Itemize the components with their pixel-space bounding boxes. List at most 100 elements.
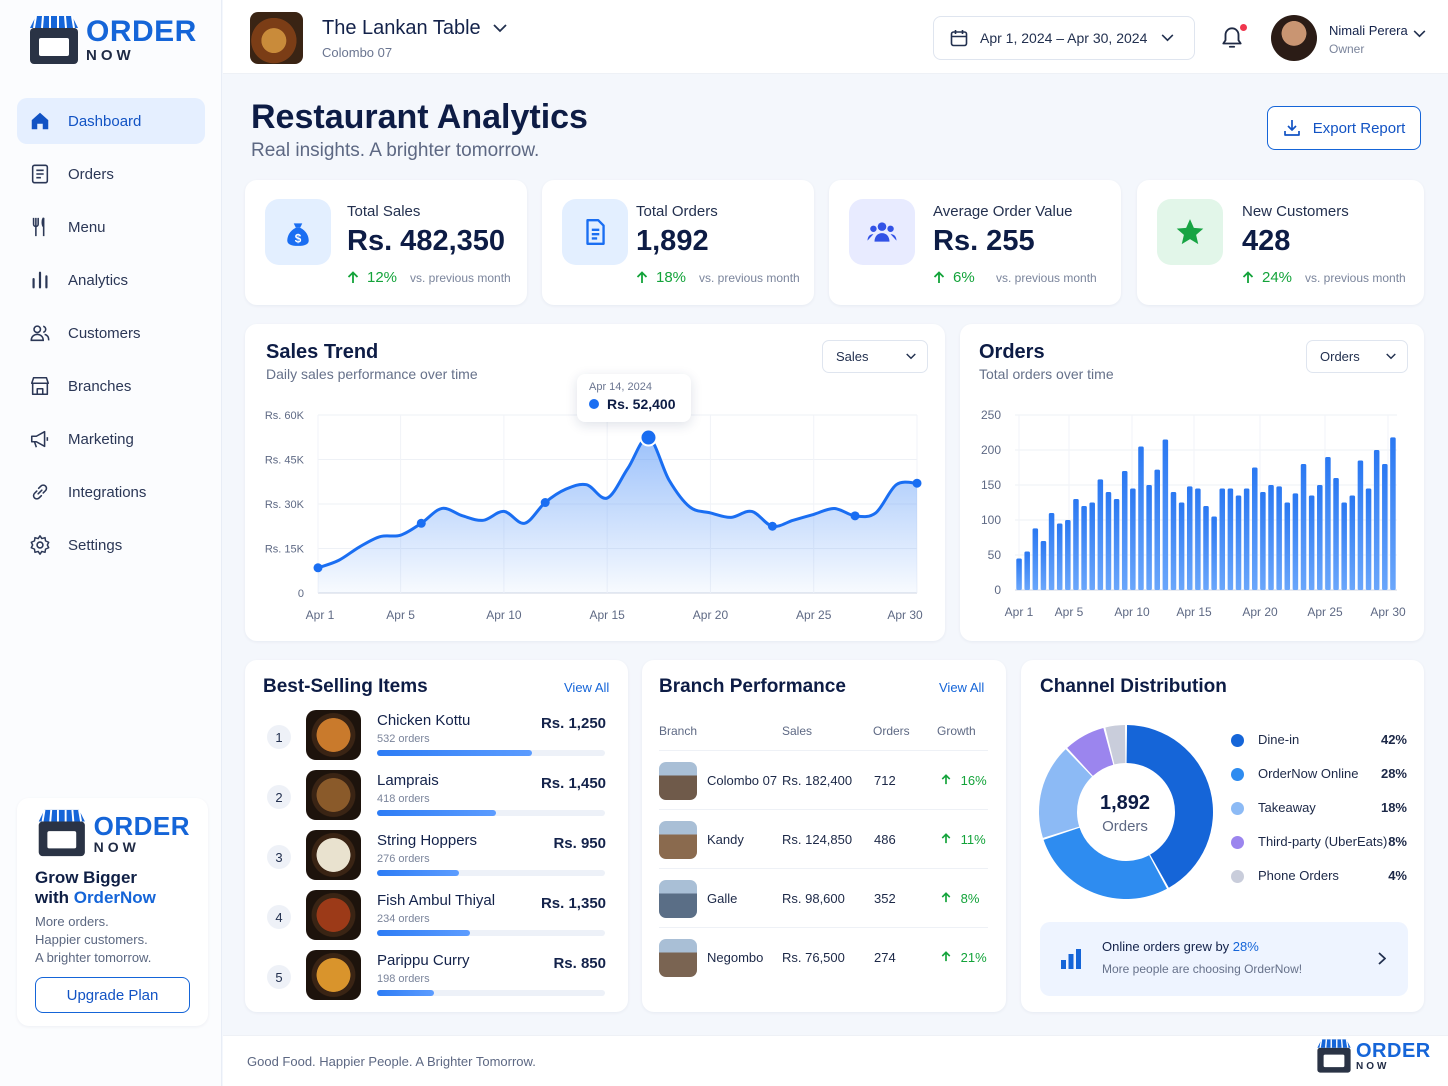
kpi-delta-value: 18% (656, 269, 687, 286)
legend-label: Phone Orders (1258, 868, 1339, 883)
sidebar-item-marketing[interactable]: Marketing (17, 416, 205, 462)
legend-swatch (1231, 870, 1244, 883)
footer-tagline: Good Food. Happier People. A Brighter To… (247, 1054, 536, 1069)
restaurant-thumbnail (250, 12, 303, 64)
branch-view-all-link[interactable]: View All (939, 680, 985, 695)
legend-item[interactable]: Takeaway 18% (1231, 799, 1407, 819)
date-range-value: Apr 1, 2024 – Apr 30, 2024 (980, 30, 1148, 46)
sidebar-item-orders[interactable]: Orders (17, 151, 205, 197)
kpi-label: Total Orders (636, 203, 718, 220)
item-share-fill (377, 990, 434, 996)
food-thumbnail (306, 710, 361, 760)
rank-badge: 1 (267, 725, 291, 749)
branch-thumbnail (659, 821, 697, 859)
kpi-delta-value: 6% (953, 269, 975, 286)
legend-item[interactable]: Phone Orders 4% (1231, 867, 1407, 887)
export-report-button[interactable]: Export Report (1267, 106, 1421, 150)
kpi-value: Rs. 482,350 (347, 225, 506, 257)
legend-item[interactable]: OrderNow Online 28% (1231, 765, 1407, 785)
table-row[interactable]: Colombo 07 Rs. 182,400 712 16% (659, 750, 988, 810)
sidebar-item-dashboard[interactable]: Dashboard (17, 98, 205, 144)
tooltip-value-text: Rs. 52,400 (607, 396, 676, 412)
brand-logo[interactable]: ORDER NOW (28, 14, 197, 66)
notification-dot (1240, 24, 1247, 31)
orders-metric-select[interactable]: Orders (1306, 340, 1408, 373)
store-logo-icon (38, 809, 85, 857)
footer-brand-line2: NOW (1356, 1060, 1390, 1072)
chevron-down-icon (1386, 353, 1396, 360)
sidebar-item-analytics[interactable]: Analytics (17, 257, 205, 303)
legend-percent: 18% (1380, 800, 1407, 815)
item-name: Chicken Kottu (377, 712, 471, 729)
column-header-orders: Orders (873, 724, 910, 738)
sidebar-item-branches[interactable]: Branches (17, 363, 205, 409)
restaurant-switcher[interactable]: The Lankan Table (322, 17, 507, 40)
item-price: Rs. 1,250 (540, 715, 606, 732)
branch-growth-value: 16% (960, 773, 987, 788)
sales-metric-value: Sales (836, 349, 869, 364)
user-role: Owner (1329, 42, 1365, 56)
sidebar-item-customers[interactable]: Customers (17, 310, 205, 356)
item-name: Lamprais (377, 772, 439, 789)
list-item[interactable]: 4 Fish Ambul Thiyal 234 orders Rs. 1,350 (245, 888, 628, 948)
promo-line: Happier customers. (35, 932, 148, 947)
export-report-label: Export Report (1312, 119, 1406, 137)
item-share-track (377, 750, 605, 756)
table-row[interactable]: Kandy Rs. 124,850 486 11% (659, 809, 988, 869)
kpi-card-total-sales: $ Total Sales Rs. 482,350 12% vs. previo… (245, 180, 527, 305)
bell-icon[interactable] (1219, 24, 1245, 50)
kpi-delta: 12% (347, 269, 397, 286)
home-icon (31, 112, 49, 130)
download-icon (1283, 120, 1300, 136)
sidebar-item-integrations[interactable]: Integrations (17, 469, 205, 515)
sales-metric-select[interactable]: Sales (822, 340, 928, 373)
kpi-card-total-orders: Total Orders 1,892 18% vs. previous mont… (542, 180, 814, 305)
legend-swatch (1231, 768, 1244, 781)
brand-line1: ORDER (86, 15, 197, 48)
sidebar-item-settings[interactable]: Settings (17, 522, 205, 568)
page-subtitle: Real insights. A brighter tomorrow. (251, 140, 540, 161)
branch-sales: Rs. 98,600 (782, 891, 845, 906)
chevron-down-icon[interactable] (1413, 30, 1426, 38)
brand-line2: NOW (86, 47, 135, 64)
table-row[interactable]: Negombo Rs. 76,500 274 21% (659, 927, 988, 987)
star-icon (1176, 219, 1204, 245)
group-icon (867, 222, 897, 242)
food-thumbnail (306, 950, 361, 1000)
promo-logo: ORDER NOW (35, 808, 190, 858)
kpi-delta: 24% (1242, 269, 1292, 286)
tooltip-value: Rs. 52,400 (589, 396, 679, 412)
legend-item[interactable]: Dine-in 42% (1231, 731, 1407, 751)
arrow-up-icon (941, 951, 951, 962)
avatar[interactable] (1271, 15, 1317, 61)
item-share-fill (377, 870, 460, 876)
sidebar-item-menu[interactable]: Menu (17, 204, 205, 250)
kpi-comparison: vs. previous month (699, 271, 800, 285)
promo-title-brand: OrderNow (73, 888, 156, 907)
list-item[interactable]: 1 Chicken Kottu 532 orders Rs. 1,250 (245, 708, 628, 768)
sales-tooltip: Apr 14, 2024 Rs. 52,400 (577, 374, 691, 422)
list-item[interactable]: 2 Lamprais 418 orders Rs. 1,450 (245, 768, 628, 828)
table-row[interactable]: Galle Rs. 98,600 352 8% (659, 868, 988, 928)
best-selling-view-all-link[interactable]: View All (564, 680, 610, 695)
kpi-icon-box (562, 199, 628, 265)
list-item[interactable]: 5 Parippu Curry 198 orders Rs. 850 (245, 948, 628, 1008)
chevron-down-icon (493, 24, 507, 33)
upgrade-plan-button[interactable]: Upgrade Plan (35, 977, 190, 1013)
arrow-up-icon (1242, 271, 1254, 283)
sidebar-item-label: Customers (68, 324, 141, 342)
date-range-picker[interactable]: Apr 1, 2024 – Apr 30, 2024 (933, 16, 1195, 60)
kpi-card-new-customers: New Customers 428 24% vs. previous month (1137, 180, 1424, 305)
kpi-delta-value: 12% (367, 269, 398, 286)
column-header-branch: Branch (659, 724, 698, 738)
sidebar-nav: Dashboard Orders Menu Analytics Customers Bra… (17, 98, 205, 575)
insight-banner[interactable]: Online orders grew by 28% More people ar… (1040, 922, 1408, 996)
legend-swatch (1231, 734, 1244, 747)
list-item[interactable]: 3 String Hoppers 276 orders Rs. 950 (245, 828, 628, 888)
rank-badge: 2 (267, 785, 291, 809)
users-icon (30, 325, 50, 342)
legend-label: Third-party (UberEats) (1258, 834, 1388, 849)
insight-title-prefix: Online orders grew by (1102, 939, 1233, 954)
legend-item[interactable]: Third-party (UberEats) 8% (1231, 833, 1407, 853)
legend-swatch (1231, 802, 1244, 815)
